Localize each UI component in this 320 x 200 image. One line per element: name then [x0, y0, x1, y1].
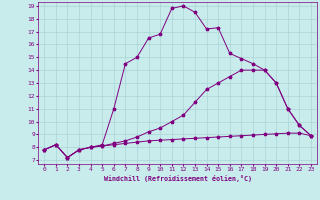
X-axis label: Windchill (Refroidissement éolien,°C): Windchill (Refroidissement éolien,°C): [104, 175, 252, 182]
